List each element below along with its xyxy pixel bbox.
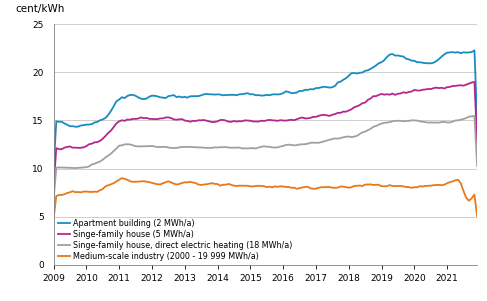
Medium-scale industry (2000 - 19 999 MWh/a) <box>395 184 401 188</box>
Legend: Apartment building (2 MWh/a), Singe-family house (5 MWh/a), Singe-family house, : Apartment building (2 MWh/a), Singe-fami… <box>57 219 292 261</box>
Singe-family house, direct electric heating (18 MWh/a) <box>392 119 398 123</box>
Medium-scale industry (2000 - 19 999 MWh/a) <box>474 215 480 218</box>
Apartment building (2 MWh/a) <box>209 92 215 96</box>
Medium-scale industry (2000 - 19 999 MWh/a) <box>228 183 234 187</box>
Singe-family house (5 MWh/a) <box>471 80 477 84</box>
Singe-family house, direct electric heating (18 MWh/a) <box>51 198 56 202</box>
Medium-scale industry (2000 - 19 999 MWh/a) <box>51 217 56 221</box>
Singe-family house (5 MWh/a) <box>474 141 480 144</box>
Apartment building (2 MWh/a) <box>471 49 477 52</box>
Medium-scale industry (2000 - 19 999 MWh/a) <box>305 185 311 188</box>
Singe-family house, direct electric heating (18 MWh/a) <box>225 146 231 149</box>
Apartment building (2 MWh/a) <box>474 119 480 123</box>
Singe-family house (5 MWh/a) <box>392 93 398 97</box>
Apartment building (2 MWh/a) <box>157 95 163 99</box>
Singe-family house (5 MWh/a) <box>157 116 163 120</box>
Apartment building (2 MWh/a) <box>51 167 56 171</box>
Medium-scale industry (2000 - 19 999 MWh/a) <box>119 176 125 180</box>
Singe-family house (5 MWh/a) <box>225 120 231 123</box>
Apartment building (2 MWh/a) <box>343 76 349 80</box>
Text: cent/kWh: cent/kWh <box>16 5 65 14</box>
Apartment building (2 MWh/a) <box>302 88 308 92</box>
Medium-scale industry (2000 - 19 999 MWh/a) <box>212 182 218 186</box>
Singe-family house, direct electric heating (18 MWh/a) <box>474 164 480 168</box>
Apartment building (2 MWh/a) <box>392 54 398 57</box>
Line: Medium-scale industry (2000 - 19 999 MWh/a): Medium-scale industry (2000 - 19 999 MWh… <box>54 178 477 219</box>
Medium-scale industry (2000 - 19 999 MWh/a) <box>160 182 166 185</box>
Singe-family house (5 MWh/a) <box>209 120 215 124</box>
Singe-family house (5 MWh/a) <box>343 110 349 113</box>
Singe-family house, direct electric heating (18 MWh/a) <box>343 135 349 138</box>
Singe-family house, direct electric heating (18 MWh/a) <box>157 145 163 149</box>
Singe-family house, direct electric heating (18 MWh/a) <box>209 146 215 150</box>
Line: Apartment building (2 MWh/a): Apartment building (2 MWh/a) <box>54 51 477 169</box>
Line: Singe-family house, direct electric heating (18 MWh/a): Singe-family house, direct electric heat… <box>54 116 477 200</box>
Singe-family house (5 MWh/a) <box>302 116 308 120</box>
Singe-family house, direct electric heating (18 MWh/a) <box>302 142 308 146</box>
Medium-scale industry (2000 - 19 999 MWh/a) <box>346 186 352 190</box>
Singe-family house, direct electric heating (18 MWh/a) <box>471 114 477 118</box>
Apartment building (2 MWh/a) <box>225 93 231 97</box>
Line: Singe-family house (5 MWh/a): Singe-family house (5 MWh/a) <box>54 82 477 187</box>
Singe-family house (5 MWh/a) <box>51 185 56 188</box>
